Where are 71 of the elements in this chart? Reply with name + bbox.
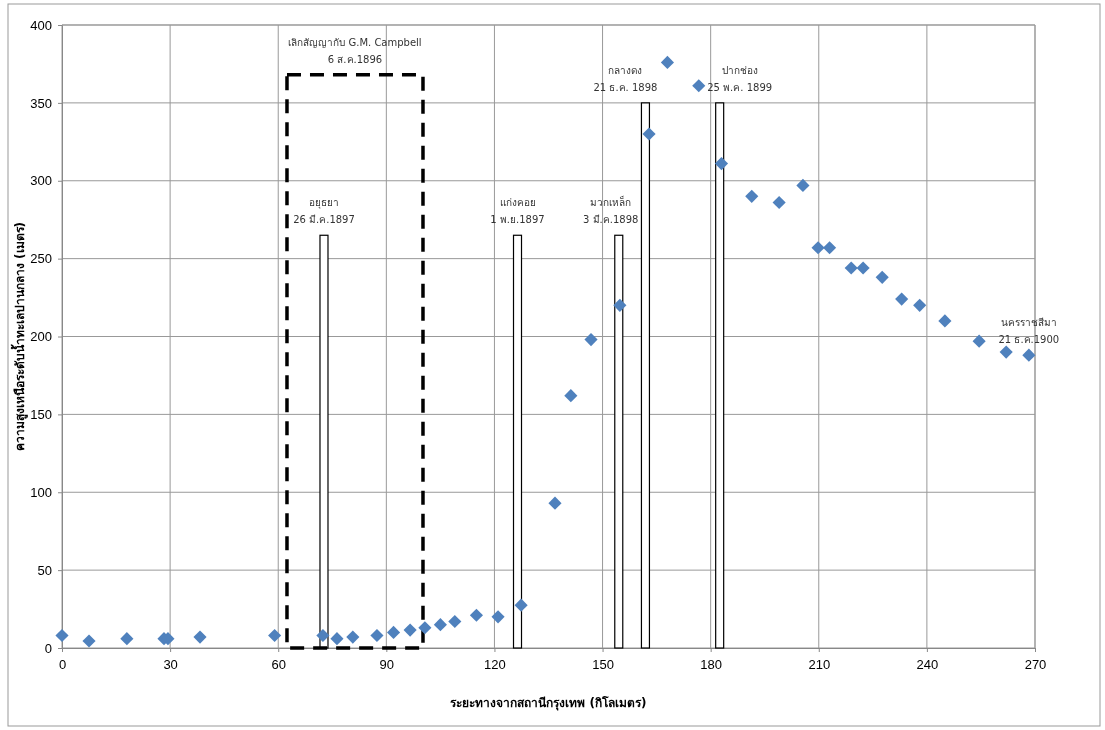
point: [268, 628, 282, 643]
y-tick-label: 200: [30, 329, 52, 345]
x-tick-label: 150: [592, 657, 614, 673]
x-axis-title: ระยะทางจากสถานีกรุงเทพ (กิโลเมตร): [450, 695, 647, 711]
x-tick-label: 210: [808, 657, 831, 673]
point: [938, 314, 952, 328]
point: [120, 632, 134, 646]
point: [386, 625, 401, 639]
y-tick-label: 350: [30, 95, 52, 111]
point: [796, 178, 810, 192]
bar: [715, 102, 725, 649]
bar: [512, 234, 523, 649]
point: [491, 610, 505, 624]
y-tick-label: 150: [30, 407, 52, 423]
point: [346, 630, 360, 644]
x-tick-label: 90: [379, 657, 395, 673]
point: [660, 55, 674, 69]
point: [418, 621, 432, 635]
point: [999, 345, 1013, 359]
point: [972, 334, 986, 348]
point: [856, 261, 870, 275]
y-axis-title: ความสูงเหนือระดับน้ำทะเลปานกลาง (เมตร): [10, 221, 28, 452]
point: [370, 628, 384, 643]
point: [55, 628, 69, 643]
point: [448, 614, 462, 629]
annotation: มวกเหล็ก 3 มี.ค.1898: [583, 195, 639, 226]
y-tick-label: 400: [30, 17, 52, 33]
annotation: นครราชสีมา 21 ธ.ค.1900: [998, 317, 1060, 346]
y-tick-label: 0: [44, 640, 52, 656]
x-tick-label: 120: [484, 657, 506, 673]
point: [875, 270, 889, 284]
point: [895, 292, 909, 306]
point: [433, 618, 447, 632]
point: [469, 608, 483, 622]
point: [811, 241, 825, 255]
x-tick-label: 270: [1024, 657, 1047, 673]
bar: [614, 234, 624, 649]
point: [714, 157, 729, 171]
point: [823, 241, 837, 255]
point: [193, 630, 207, 644]
annotation: กลางดง 21 ธ.ค. 1898: [593, 64, 658, 93]
y-tick-label: 50: [37, 562, 52, 578]
point: [745, 189, 759, 203]
point: [564, 389, 578, 403]
annotation: แก่งคอย 1 พ.ย.1897: [490, 197, 545, 226]
x-tick-label: 60: [271, 657, 286, 673]
annotation: อยุธยา 26 มี.ค.1897: [293, 197, 355, 226]
point: [584, 333, 598, 347]
point: [548, 496, 562, 510]
x-tick-label: 180: [700, 657, 723, 673]
y-tick-label: 250: [30, 251, 52, 267]
point: [514, 598, 528, 612]
point: [642, 127, 656, 141]
point: [316, 628, 330, 643]
point: [772, 195, 786, 210]
point: [692, 79, 706, 93]
x-tick-label: 30: [163, 657, 178, 673]
point: [330, 632, 344, 646]
point: [844, 261, 858, 275]
bar: [640, 102, 651, 649]
y-tick-label: 300: [30, 173, 52, 189]
x-tick-label: 240: [916, 657, 939, 673]
annotation: เลิกสัญญากับ G.M. Campbell 6 ส.ค.1896: [288, 36, 422, 65]
point: [403, 623, 417, 637]
point: [82, 634, 96, 648]
point: [913, 298, 927, 312]
point: [613, 298, 627, 312]
point: [1022, 348, 1036, 362]
y-tick-label: 100: [30, 484, 52, 500]
x-tick-label: 0: [58, 657, 67, 673]
annotation: ปากช่อง 25 พ.ค. 1899: [707, 64, 773, 93]
